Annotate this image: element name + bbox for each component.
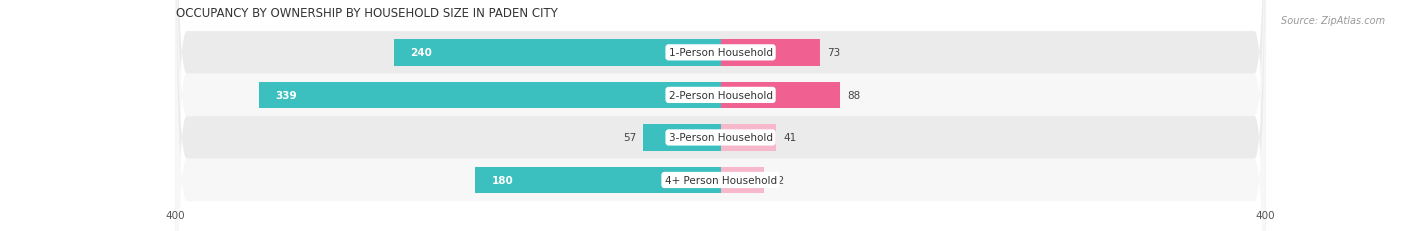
Text: 240: 240 [411,48,432,58]
Text: Source: ZipAtlas.com: Source: ZipAtlas.com [1281,16,1385,26]
Text: 41: 41 [783,133,796,143]
Text: 88: 88 [848,91,860,100]
Text: 57: 57 [623,133,636,143]
FancyBboxPatch shape [176,0,1265,231]
Text: 4+ Person Household: 4+ Person Household [665,175,776,185]
Text: 339: 339 [276,91,297,100]
Bar [259,82,721,109]
Bar [475,167,721,193]
FancyBboxPatch shape [176,0,1265,231]
Bar [394,40,721,66]
Text: 2-Person Household: 2-Person Household [669,91,772,100]
Bar [643,125,721,151]
Text: 32: 32 [770,175,785,185]
Text: 3-Person Household: 3-Person Household [669,133,772,143]
Text: 1-Person Household: 1-Person Household [669,48,772,58]
Text: 73: 73 [827,48,839,58]
Bar [721,167,765,193]
FancyBboxPatch shape [176,0,1265,231]
Bar [721,82,841,109]
Text: OCCUPANCY BY OWNERSHIP BY HOUSEHOLD SIZE IN PADEN CITY: OCCUPANCY BY OWNERSHIP BY HOUSEHOLD SIZE… [176,7,558,20]
Bar [721,40,820,66]
Text: 180: 180 [492,175,513,185]
Bar [721,125,776,151]
FancyBboxPatch shape [176,0,1265,231]
